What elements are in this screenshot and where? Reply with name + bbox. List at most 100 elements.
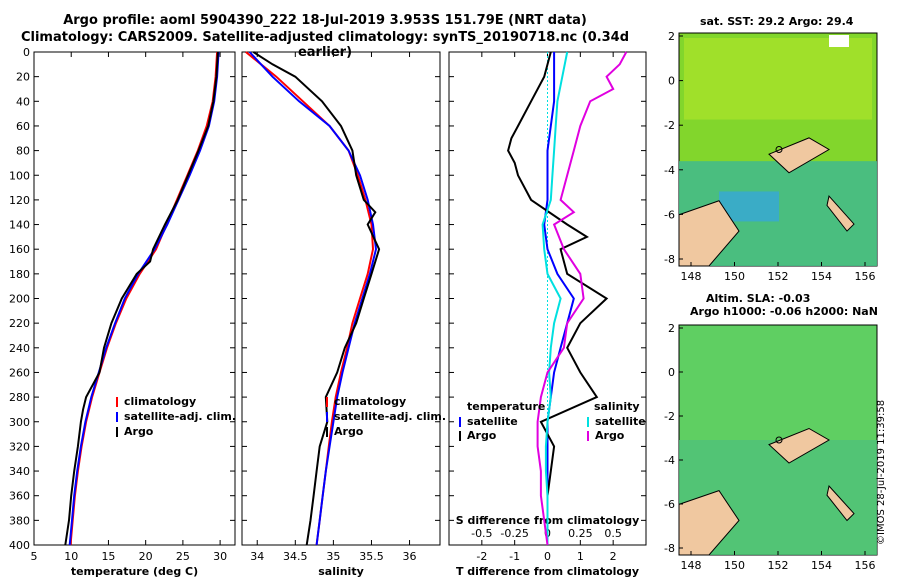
x-tick-label: 30 xyxy=(213,550,227,563)
x-tick-label: 34.5 xyxy=(283,550,308,563)
x-tick-label: 20 xyxy=(139,550,153,563)
series-line-argo xyxy=(64,51,219,546)
series-line-salinity-argo xyxy=(536,51,628,546)
map-lon-label: 150 xyxy=(724,270,745,283)
x-tick-label: 34 xyxy=(250,550,264,563)
legend-label-argo: Argo xyxy=(124,425,154,438)
y-tick-label: 200 xyxy=(9,293,30,306)
map-lat-label: -4 xyxy=(664,454,675,467)
argo-position-marker xyxy=(775,146,783,153)
map-lon-label: 152 xyxy=(768,559,789,572)
x-tick-label: 25 xyxy=(176,550,190,563)
series-line-temperature-argo xyxy=(507,51,609,545)
series-line-temperature-satellite xyxy=(543,52,575,545)
legend-label-climatology: climatology xyxy=(334,395,406,408)
y-tick-label: 140 xyxy=(9,219,30,232)
x-tick-label: -1 xyxy=(509,550,520,563)
sla-map-label-1: Altim. SLA: -0.03 xyxy=(706,292,811,305)
map-lon-label: 156 xyxy=(855,559,876,572)
map-lat-label: -2 xyxy=(664,410,675,423)
y-tick-label: 180 xyxy=(9,268,30,281)
sst-map-label: sat. SST: 29.2 Argo: 29.4 xyxy=(700,15,854,28)
series-line-salinity-satellite xyxy=(541,51,569,545)
imos-timestamp: ©IMOS 28-Jul-2019 11:39:58 xyxy=(876,399,887,545)
y-tick-label: 100 xyxy=(9,169,30,182)
sst-cloud-mask xyxy=(829,35,849,47)
x2-tick-label: -0.5 xyxy=(471,527,492,540)
x-tick-label: 15 xyxy=(101,550,115,563)
y-tick-label: 260 xyxy=(9,366,30,379)
y-tick-label: 280 xyxy=(9,391,30,404)
x-tick-label: 5 xyxy=(31,550,38,563)
x-tick-label: 35.5 xyxy=(359,550,384,563)
series-line-climatology xyxy=(69,51,219,546)
x-axis-label: T difference from climatology xyxy=(456,565,639,578)
series-line-argo xyxy=(252,51,381,546)
x2-tick-label: 0.5 xyxy=(604,527,622,540)
map-lat-label: 0 xyxy=(668,366,675,379)
y-tick-label: 40 xyxy=(16,95,30,108)
y-tick-label: 360 xyxy=(9,490,30,503)
y-tick-label: 220 xyxy=(9,317,30,330)
land-new-guinea xyxy=(678,200,740,267)
series-line-satellite-adj-clim- xyxy=(248,51,378,546)
map-lon-label: 156 xyxy=(855,270,876,283)
map-lat-label: 0 xyxy=(668,75,675,88)
legend-label-climatology: climatology xyxy=(124,395,196,408)
series-line-satellite-adj-clim- xyxy=(68,51,220,546)
map-lon-label: 150 xyxy=(724,559,745,572)
land-bougainville xyxy=(826,484,855,522)
diff-legend-label-satellite: satellite xyxy=(467,415,518,428)
diff-legend-label-argo: Argo xyxy=(467,429,497,442)
map-lat-label: -6 xyxy=(664,498,675,511)
y-tick-label: 400 xyxy=(9,539,30,552)
diff-legend-label-argo: Argo xyxy=(595,429,625,442)
x-tick-label: 35 xyxy=(326,550,340,563)
x-tick-label: 1 xyxy=(577,550,584,563)
y-tick-label: 380 xyxy=(9,514,30,527)
map-lat-label: 2 xyxy=(668,322,675,335)
map-lat-label: -6 xyxy=(664,208,675,221)
title-line-1: Argo profile: aoml 5904390_222 18-Jul-20… xyxy=(63,13,587,28)
land-new-britain xyxy=(768,137,830,174)
land-bougainville xyxy=(826,195,855,232)
map-lon-label: 148 xyxy=(681,559,702,572)
map-lon-label: 148 xyxy=(681,270,702,283)
diff-legend-temperature: temperature xyxy=(467,400,545,413)
map-lat-label: -2 xyxy=(664,119,675,132)
y-tick-label: 80 xyxy=(16,145,30,158)
land-new-britain xyxy=(768,427,831,464)
y-tick-label: 240 xyxy=(9,342,30,355)
y-tick-label: 60 xyxy=(16,120,30,133)
sst-warm-band xyxy=(684,38,872,120)
map-lon-label: 152 xyxy=(768,270,789,283)
argo-position-marker xyxy=(775,436,783,444)
map-lon-label: 154 xyxy=(811,559,832,572)
legend-label-argo: Argo xyxy=(334,425,364,438)
x-tick-label: 10 xyxy=(64,550,78,563)
series-line-climatology xyxy=(245,51,375,546)
x-axis-label: salinity xyxy=(318,565,364,578)
x-axis-label: temperature (deg C) xyxy=(71,565,198,578)
x-tick-label: 36 xyxy=(403,550,417,563)
y-tick-label: 120 xyxy=(9,194,30,207)
map-lon-label: 154 xyxy=(811,270,832,283)
diff-legend-salinity: salinity xyxy=(594,400,640,413)
land-new-guinea xyxy=(678,490,740,556)
legend-label-satellite_adj: satellite-adj. clim. xyxy=(124,410,236,423)
sla-map-label-2: Argo h1000: -0.06 h2000: NaN xyxy=(690,305,878,318)
y-tick-label: 320 xyxy=(9,440,30,453)
y-tick-label: 0 xyxy=(23,46,30,59)
x-tick-label: 2 xyxy=(610,550,617,563)
y-tick-label: 340 xyxy=(9,465,30,478)
y-tick-label: 20 xyxy=(16,71,30,84)
panel-frame-1 xyxy=(33,51,236,546)
x-tick-label: -2 xyxy=(476,550,487,563)
map-lat-label: 2 xyxy=(668,30,675,43)
x-tick-label: 0 xyxy=(544,550,551,563)
diff-legend-label-satellite: satellite xyxy=(595,415,646,428)
x2-tick-label: -0.25 xyxy=(500,527,528,540)
x2-tick-label: 0.25 xyxy=(568,527,593,540)
map-lat-label: -8 xyxy=(664,253,675,266)
